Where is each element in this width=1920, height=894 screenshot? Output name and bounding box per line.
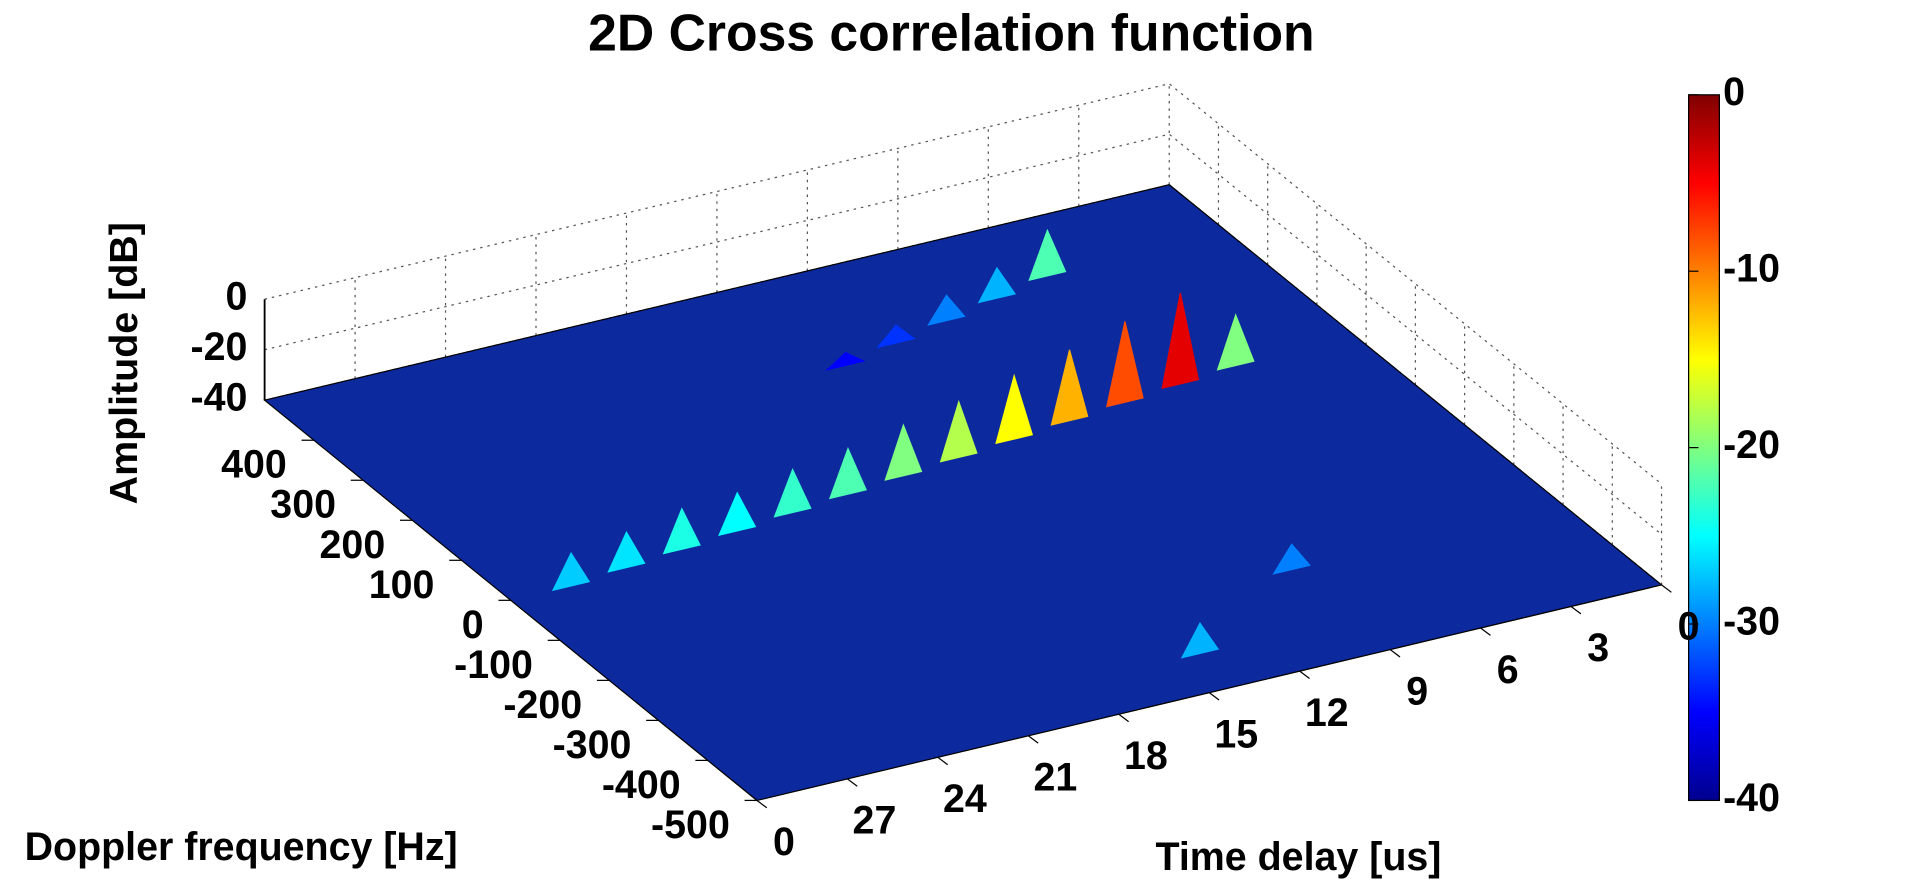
x-tick [937,756,949,766]
x-tick [1118,713,1129,723]
surface-peak [876,324,916,349]
surface-peak [1180,621,1220,659]
chart-title: 2D Cross correlation function [588,4,1314,62]
surface-peak [1216,313,1255,371]
x-tick-label: 6 [1497,648,1519,692]
surface-peak [718,491,757,537]
x-tick [1208,692,1220,701]
y-tick-label: 100 [369,563,435,607]
x-tick-label: 0 [773,820,795,864]
colorbar-tick-label: -40 [1723,776,1780,820]
grid-line [264,83,1662,485]
y-tick-label: -200 [503,683,582,727]
surface-peak [927,294,966,326]
surface-peak [1028,228,1067,282]
surface-peak [1106,321,1144,408]
y-tick-label: 0 [462,603,484,647]
x-tick-label: 9 [1406,669,1428,713]
surface-floor [263,184,1663,802]
x-tick [1027,735,1039,744]
x-tick-label: 18 [1124,734,1168,778]
x-tick [847,778,858,787]
y-tick-label: -400 [602,763,681,807]
grid-line [264,133,1662,535]
x-tick [1299,670,1310,679]
y-tick-label: 300 [270,483,336,527]
z-axis-label: Amplitude [dB] [102,222,146,504]
colorbar-tick-label: -30 [1723,599,1780,643]
surface-peak [662,507,701,555]
surface-peak [977,266,1017,304]
surface-peak [607,530,646,573]
x-tick [756,799,768,809]
colorbar-tick-label: -10 [1723,247,1780,291]
x-tick-label: 12 [1305,691,1349,735]
y-tick-label: -300 [553,723,632,767]
x-tick-label: 0 [1678,605,1700,649]
colorbar-tick-label: -20 [1723,423,1780,467]
y-tick-label: -100 [454,643,533,687]
surface-peak [828,447,867,500]
colorbar-tick-label: 0 [1723,70,1745,114]
z-tick-label: -20 [190,325,247,369]
x-tick [1570,605,1582,615]
x-tick-label: 24 [943,777,987,821]
y-axis-label: Doppler frequency [Hz] [25,825,458,869]
x-tick-label: 15 [1214,712,1258,756]
surface-peak [1050,349,1089,426]
y-tick-label: 200 [320,523,386,567]
x-tick [1661,584,1672,593]
y-tick-label: 400 [221,443,287,487]
x-tick-label: 3 [1587,626,1609,670]
surface-peak [939,399,978,463]
surface-peak [773,467,812,518]
x-tick-label: 21 [1033,755,1077,799]
x-axis-label: Time delay [us] [1156,835,1442,879]
surface-peak [825,351,866,371]
surface-peak [1272,543,1311,575]
surface-peak [995,373,1034,445]
surface-peak [1161,292,1200,390]
z-tick-label: 0 [225,275,247,319]
x-tick [1389,649,1401,658]
surface-peak [884,423,923,481]
z-tick-label: -40 [190,376,247,420]
x-tick-label: 27 [853,799,897,843]
surface-peak [551,551,591,592]
y-tick-label: -500 [651,803,730,847]
x-tick [1480,627,1491,636]
